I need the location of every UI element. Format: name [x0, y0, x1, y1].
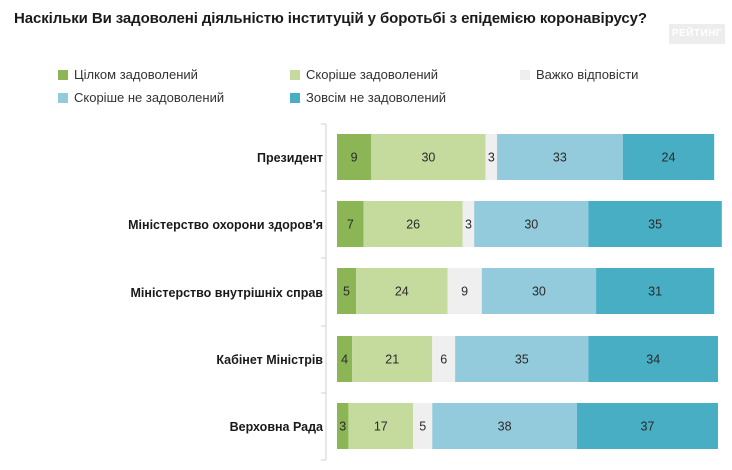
- data-label: 37: [641, 420, 655, 434]
- data-label: 9: [351, 151, 358, 165]
- category-label-health-ministry: Міністерство охорони здоров'я: [128, 218, 323, 232]
- legend-label-rather-not-satisfied: Скоріше не задоволений: [74, 90, 225, 105]
- bar-segment: [348, 403, 414, 449]
- bar-segment: [337, 134, 372, 180]
- data-label: 6: [440, 353, 447, 367]
- legend-item-rather-not-satisfied: Скоріше не задоволений: [58, 90, 224, 105]
- bar-segment: [474, 201, 589, 247]
- bar-segment: [413, 403, 433, 449]
- bar-segment: [588, 336, 718, 382]
- data-label: 5: [419, 420, 426, 434]
- category-label-parliament: Верховна Рада: [229, 420, 323, 434]
- legend-label-fully-satisfied: Цілком задоволений: [74, 67, 198, 82]
- bar-segment: [356, 268, 448, 314]
- bar-segment: [485, 134, 498, 180]
- legend-swatch-hard-to-say: [520, 69, 530, 80]
- legend-label-hard-to-say: Важко відповісти: [536, 67, 639, 82]
- data-label: 35: [515, 353, 529, 367]
- legend-item-hard-to-say: Важко відповісти: [520, 67, 638, 82]
- data-label: 30: [532, 285, 546, 299]
- legend-label-rather-satisfied: Скоріше задоволений: [306, 67, 439, 82]
- data-label: 33: [553, 151, 567, 165]
- bar-segment: [337, 403, 349, 449]
- bar-segment: [481, 268, 597, 314]
- data-label: 3: [465, 218, 472, 232]
- chart-title: Наскільки Ви задоволені діяльністю інсти…: [14, 10, 647, 27]
- bar-segment: [337, 336, 353, 382]
- bar-segment: [497, 134, 623, 180]
- bar-segment: [371, 134, 486, 180]
- data-label: 31: [648, 285, 662, 299]
- bar-segment: [337, 201, 364, 247]
- data-label: 17: [374, 420, 388, 434]
- bar-segment: [596, 268, 715, 314]
- legend-swatch-rather-not-satisfied: [58, 92, 68, 103]
- legend-swatch-fully-satisfied: [58, 69, 68, 80]
- data-label: 3: [339, 420, 346, 434]
- data-label: 5: [343, 285, 350, 299]
- bar-segment: [622, 134, 715, 180]
- data-label: 24: [395, 285, 409, 299]
- data-label: 35: [648, 218, 662, 232]
- data-label: 26: [406, 218, 420, 232]
- data-label: 38: [498, 420, 512, 434]
- legend-item-rather-satisfied: Скоріше задоволений: [290, 67, 438, 82]
- bar-segment: [352, 336, 433, 382]
- brand-logo: РЕЙТИНГ: [669, 24, 725, 44]
- legend-item-not-satisfied: Зовсім не задоволений: [290, 90, 446, 105]
- bar-segment: [447, 268, 482, 314]
- data-label: 7: [347, 218, 354, 232]
- legend-swatch-not-satisfied: [290, 92, 300, 103]
- category-label-president: Президент: [256, 151, 323, 165]
- bar-segment: [337, 268, 357, 314]
- category-label-interior-ministry: Міністерство внутрішніх справ: [130, 286, 323, 300]
- bar-segment: [432, 336, 456, 382]
- data-label: 9: [461, 285, 468, 299]
- legend-item-fully-satisfied: Цілком задоволений: [58, 67, 198, 82]
- bar-segment: [455, 336, 589, 382]
- data-label: 30: [421, 151, 435, 165]
- data-label: 30: [524, 218, 538, 232]
- data-label: 3: [488, 151, 495, 165]
- bar-segment: [577, 403, 718, 449]
- data-label: 34: [646, 353, 660, 367]
- bar-segment: [462, 201, 475, 247]
- category-label-cabinet: Кабінет Міністрів: [216, 353, 323, 367]
- data-label: 4: [341, 353, 348, 367]
- bar-segment: [432, 403, 578, 449]
- data-label: 21: [385, 353, 399, 367]
- bar-segment: [588, 201, 722, 247]
- legend-label-not-satisfied: Зовсім не задоволений: [306, 90, 447, 105]
- legend-swatch-rather-satisfied: [290, 69, 300, 80]
- data-label: 24: [662, 151, 676, 165]
- bar-segment: [363, 201, 463, 247]
